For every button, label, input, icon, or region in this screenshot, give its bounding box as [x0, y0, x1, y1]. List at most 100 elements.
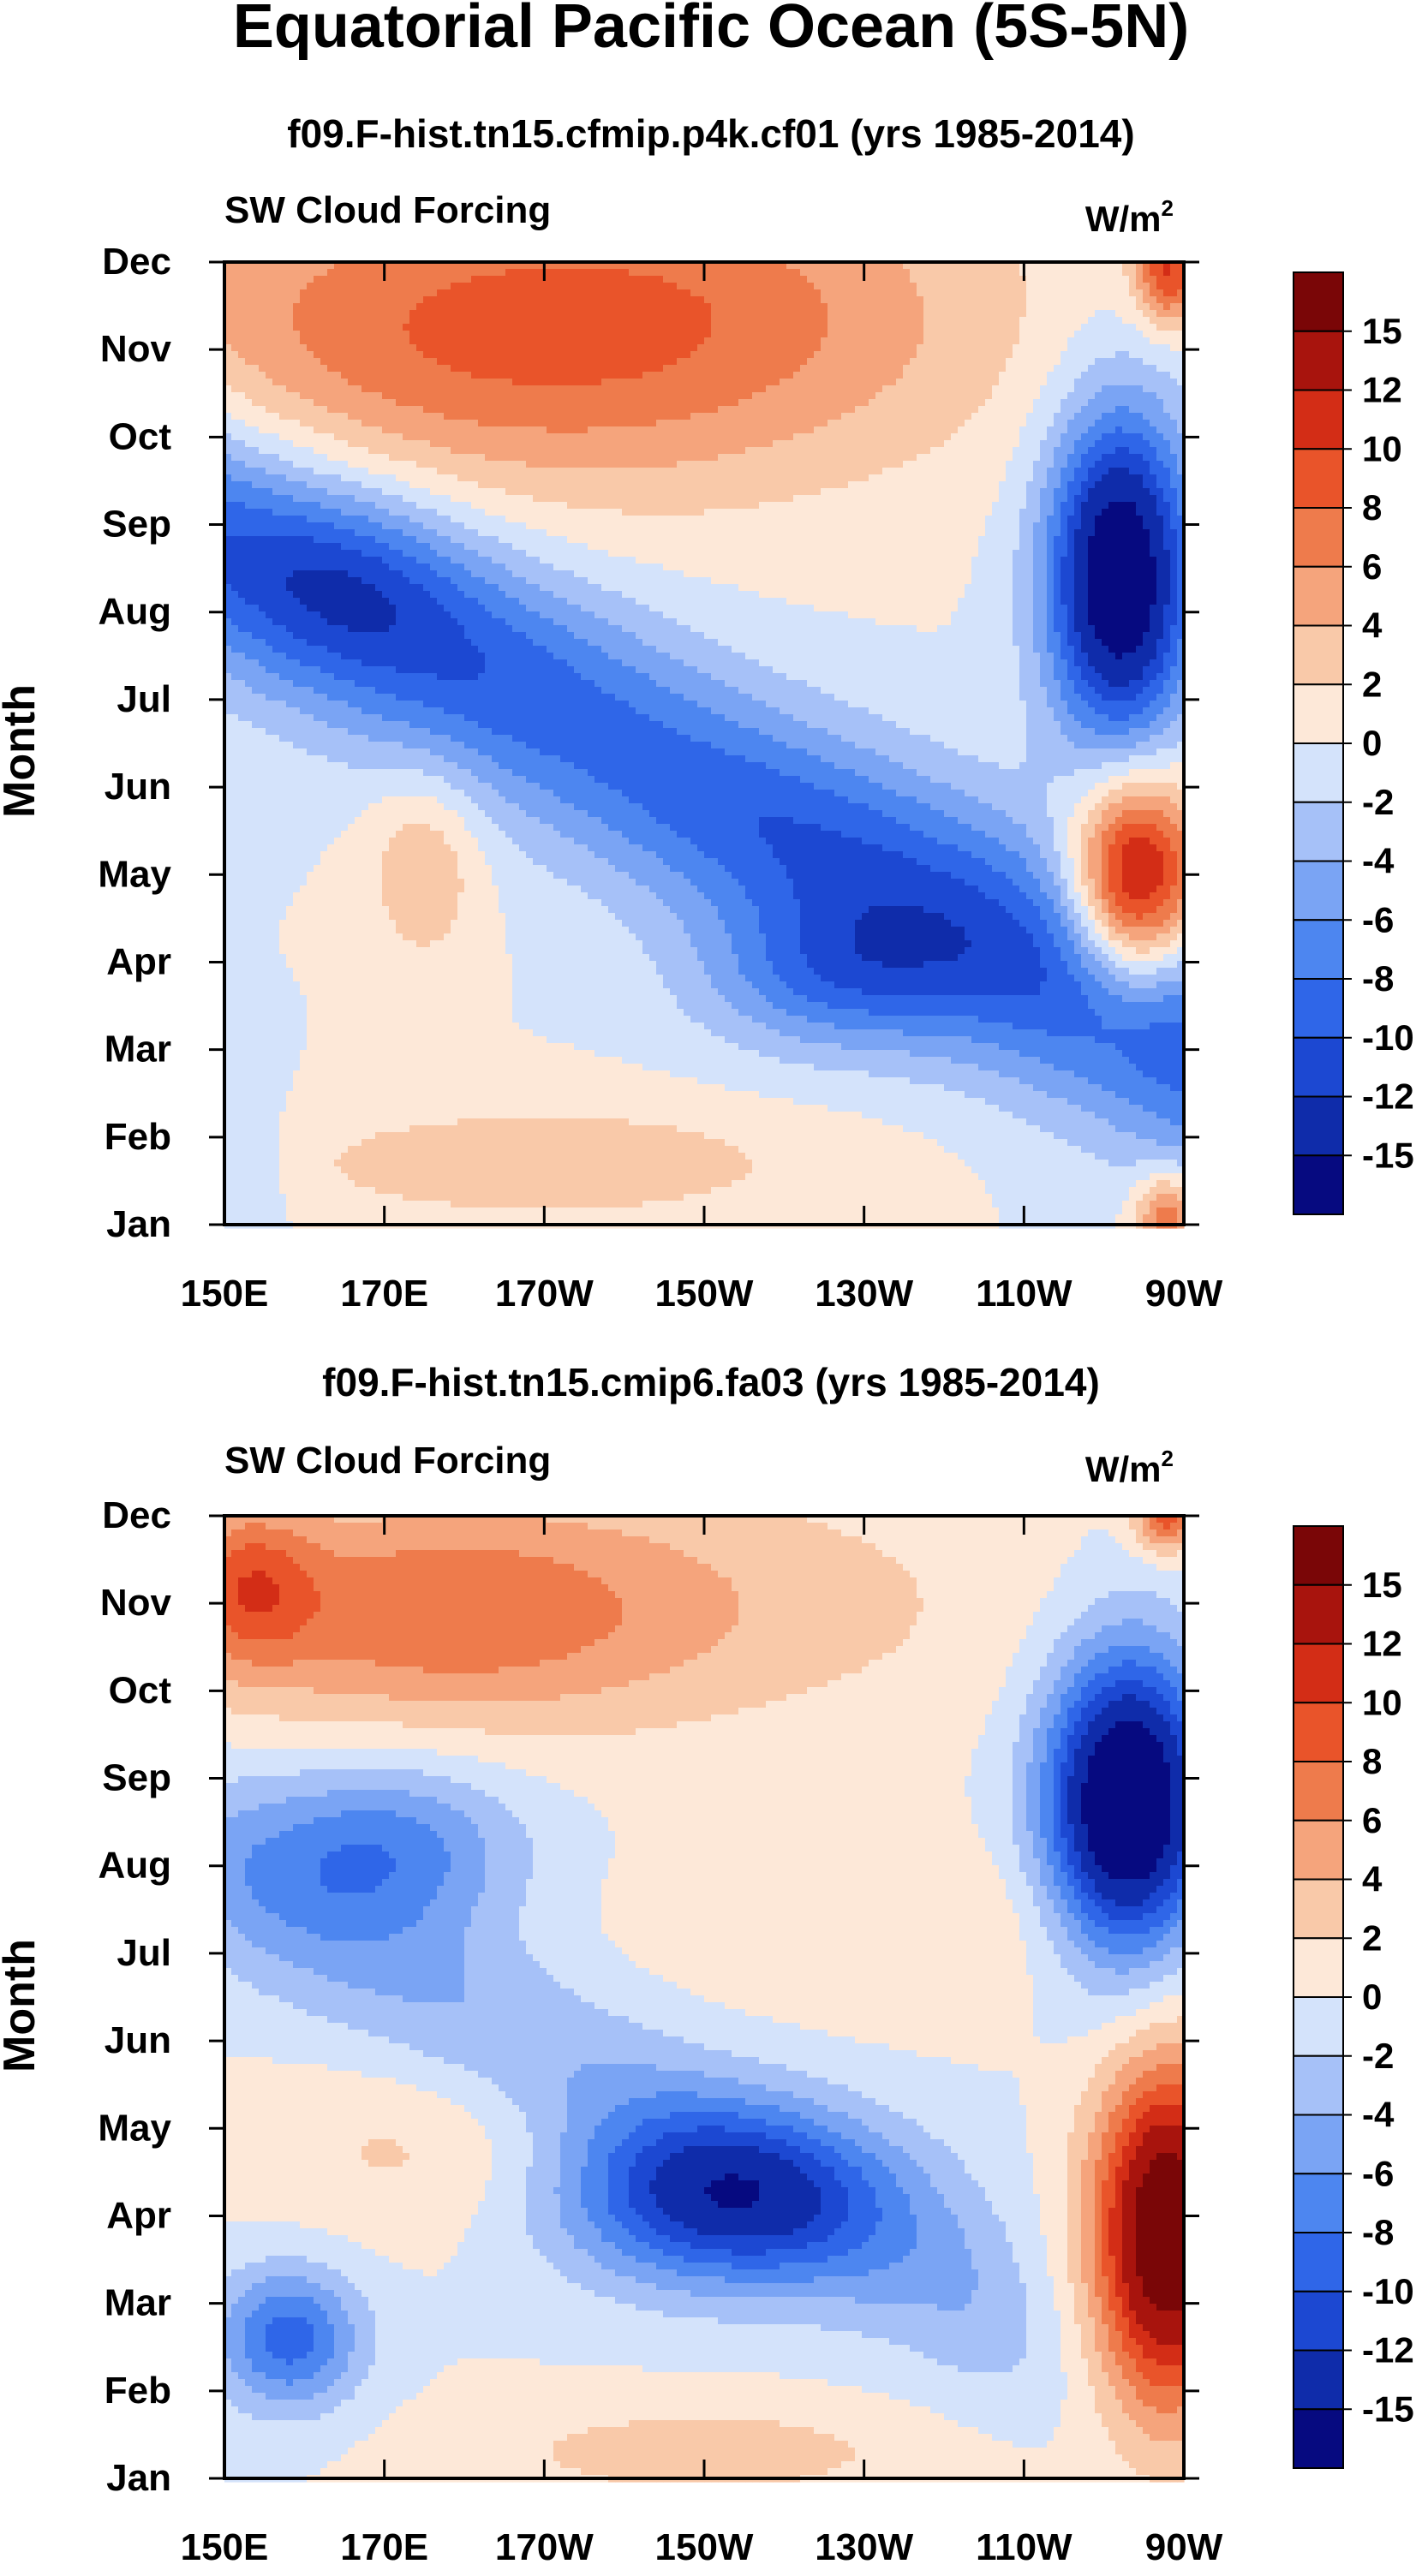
contour-cell [245, 502, 253, 510]
contour-cell [286, 454, 294, 462]
contour-cell [505, 289, 513, 297]
contour-cell [910, 358, 917, 366]
contour-cell [519, 276, 527, 283]
contour-cell [985, 392, 993, 400]
contour-cell [704, 502, 712, 510]
contour-cell [492, 461, 499, 468]
contour-cell [478, 337, 486, 345]
contour-cell [1163, 337, 1171, 345]
contour-cell [780, 317, 787, 325]
contour-cell [560, 481, 568, 489]
contour-cell [526, 406, 534, 414]
contour-cell [368, 289, 376, 297]
contour-cell [499, 317, 506, 325]
contour-cell [985, 358, 993, 366]
contour-cell [361, 303, 369, 311]
contour-cell [814, 337, 822, 345]
contour-cell [327, 351, 335, 359]
contour-cell [951, 303, 959, 311]
contour-cell [451, 392, 458, 400]
contour-cell [533, 488, 541, 496]
contour-cell [238, 303, 246, 311]
contour-cell [882, 379, 890, 386]
contour-cell [361, 262, 369, 270]
contour-cell [430, 406, 438, 414]
contour-cell [882, 324, 890, 331]
contour-cell [896, 447, 904, 455]
contour-cell [663, 461, 671, 468]
contour-cell [773, 461, 780, 468]
contour-cell [471, 344, 479, 352]
contour-cell [334, 344, 342, 352]
contour-cell [848, 399, 856, 407]
contour-cell [259, 372, 266, 379]
contour-cell [485, 296, 493, 304]
contour-cell [396, 337, 403, 345]
contour-cell [752, 331, 760, 338]
contour-cell [670, 440, 678, 448]
contour-cell [348, 502, 356, 510]
contour-cell [718, 283, 726, 290]
contour-cell [519, 289, 527, 297]
contour-cell [615, 351, 623, 359]
contour-cell [910, 468, 917, 475]
contour-cell [478, 461, 486, 468]
contour-cell [444, 331, 451, 338]
contour-cell [533, 324, 541, 331]
contour-cell [451, 331, 458, 338]
contour-cell [492, 433, 499, 441]
contour-cell [656, 413, 664, 420]
contour-cell [732, 303, 739, 311]
contour-cell [615, 324, 623, 331]
contour-cell [684, 337, 691, 345]
contour-cell [814, 440, 822, 448]
contour-cell [430, 276, 438, 283]
contour-cell [1006, 420, 1013, 427]
contour-cell [1026, 372, 1034, 379]
contour-cell [793, 379, 801, 386]
contour-cell [711, 303, 719, 311]
contour-cell [903, 296, 911, 304]
contour-cell [293, 379, 301, 386]
contour-cell [814, 454, 822, 462]
contour-cell [930, 488, 938, 496]
contour-cell [828, 331, 835, 338]
contour-cell [828, 296, 835, 304]
contour-cell [937, 303, 945, 311]
contour-cell [780, 406, 787, 414]
contour-cell [567, 372, 575, 379]
contour-cell [1115, 406, 1123, 414]
contour-cell [444, 317, 451, 325]
contour-cell [855, 495, 863, 503]
contour-cell [869, 317, 876, 325]
contour-cell [656, 399, 664, 407]
contour-cell [224, 392, 232, 400]
contour-cell [1006, 447, 1013, 455]
contour-cell [793, 289, 801, 297]
contour-cell [958, 420, 965, 427]
contour-cell [622, 365, 630, 373]
contour-cell [834, 440, 842, 448]
contour-cell [930, 461, 938, 468]
contour-cell [697, 406, 705, 414]
contour-cell [1040, 385, 1048, 393]
contour-cell [636, 392, 643, 400]
contour-cell [307, 296, 314, 304]
contour-cell [471, 474, 479, 482]
contour-cell [622, 461, 630, 468]
contour-cell [430, 481, 438, 489]
contour-cell [574, 399, 582, 407]
contour-cell [1102, 433, 1109, 441]
contour-cell [355, 379, 362, 386]
contour-cell [745, 461, 753, 468]
contour-cell [1115, 426, 1123, 434]
contour-cell [1081, 461, 1089, 468]
contour-cell [245, 351, 253, 359]
contour-cell [368, 276, 376, 283]
contour-cell [471, 317, 479, 325]
contour-cell [684, 413, 691, 420]
contour-cell [320, 413, 328, 420]
contour-cell [389, 324, 397, 331]
contour-cell [1102, 392, 1109, 400]
contour-cell [1026, 276, 1034, 283]
